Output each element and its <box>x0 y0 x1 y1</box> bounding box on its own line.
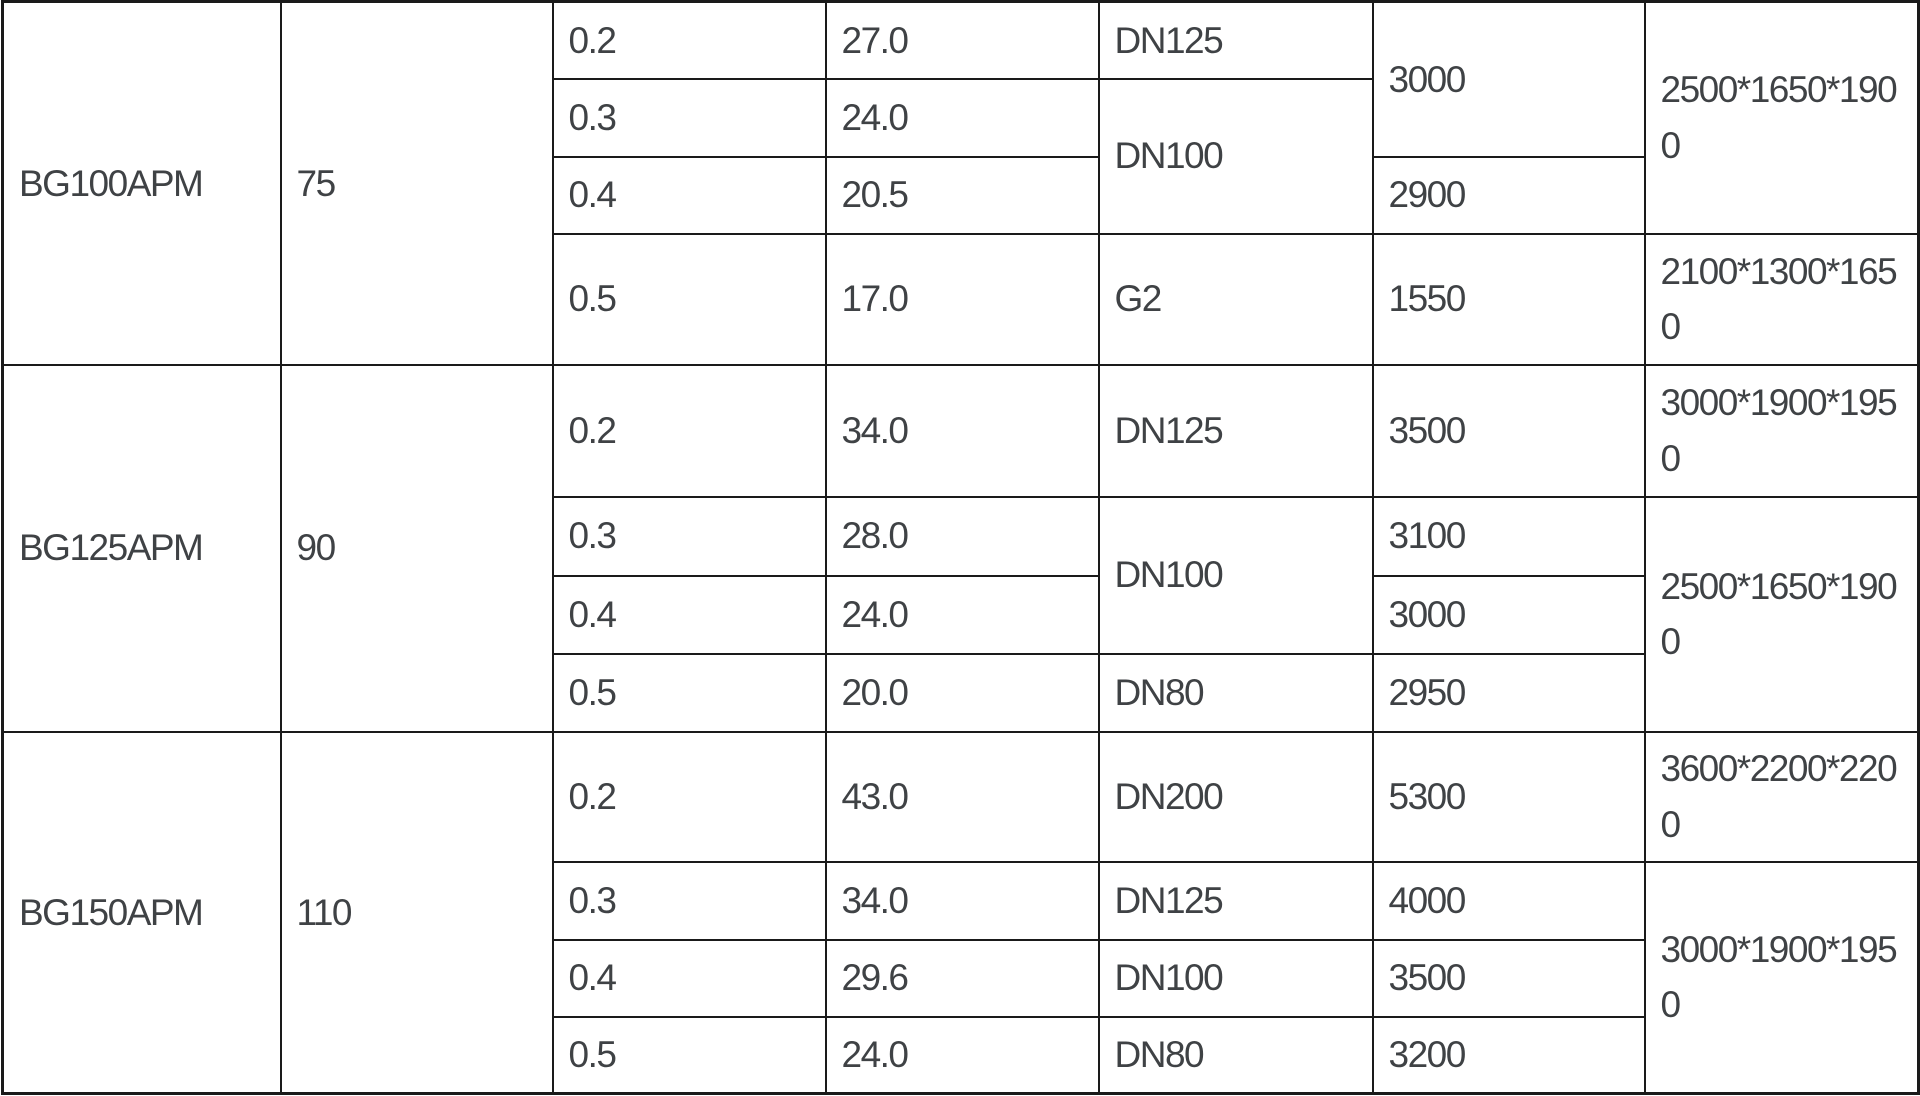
flow-cell: 24.0 <box>824 77 1100 158</box>
pressure-cell: 0.2 <box>551 730 827 863</box>
connection-cell: DN125 <box>1097 363 1374 498</box>
model-cell: BG150APM <box>1 730 282 1095</box>
flow-cell: 29.6 <box>824 938 1100 1018</box>
dimensions-cell: 2100*1300*1650 <box>1643 232 1920 366</box>
weight-cell: 2900 <box>1371 155 1646 235</box>
flow-cell: 43.0 <box>824 730 1100 863</box>
dimensions-cell: 2500*1650*1900 <box>1643 0 1920 235</box>
connection-cell: DN125 <box>1097 860 1374 941</box>
power-cell: 75 <box>279 0 554 366</box>
connection-cell: DN80 <box>1097 1015 1374 1095</box>
table-row: 0.5 24.0 DN80 3200 <box>3 1015 1919 1095</box>
dimensions-cell: 3000*1900*1950 <box>1643 860 1920 1095</box>
power-cell: 110 <box>279 730 554 1095</box>
table-row: BG125APM 90 0.2 34.0 DN125 3500 3000*190… <box>1 363 1920 733</box>
flow-cell: 34.0 <box>824 860 1100 941</box>
weight-cell: 2950 <box>1371 652 1646 733</box>
flow-cell: 20.5 <box>824 155 1100 235</box>
pressure-cell: 0.2 <box>551 363 827 498</box>
flow-cell: 17.0 <box>824 232 1100 366</box>
flow-cell: 20.0 <box>824 652 1100 733</box>
weight-cell: 3500 <box>1371 938 1646 1018</box>
pressure-cell: 0.2 <box>551 0 827 80</box>
flow-cell: 28.0 <box>824 495 1100 577</box>
pressure-cell: 0.4 <box>551 155 827 235</box>
connection-cell: DN100 <box>1097 938 1374 1018</box>
pressure-cell: 0.5 <box>551 1015 827 1095</box>
table-row: 0.3 28.0 DN100 3100 2500*1650*1900 <box>3 495 1920 733</box>
table-row: 0.5 20.0 DN80 2950 <box>3 652 1919 733</box>
pressure-cell: 0.3 <box>551 495 827 577</box>
table-row: 0.3 24.0 DN100 <box>3 77 1919 235</box>
weight-cell: 4000 <box>1371 860 1646 941</box>
dimensions-cell: 2500*1650*1900 <box>1643 495 1920 733</box>
table-row: BG100APM 75 0.2 27.0 DN125 3000 2500*165… <box>1 0 1920 366</box>
pressure-cell: 0.4 <box>551 574 827 655</box>
weight-cell: 1550 <box>1371 232 1646 366</box>
model-cell: BG100APM <box>1 0 282 366</box>
pressure-cell: 0.5 <box>551 652 827 733</box>
table-row: 0.3 34.0 DN125 4000 3000*1900*1950 <box>3 860 1920 1095</box>
table-row: 0.4 24.0 3000 <box>3 574 1919 655</box>
connection-cell: G2 <box>1097 232 1374 366</box>
dimensions-cell: 3000*1900*1950 <box>1643 363 1920 498</box>
flow-cell: 34.0 <box>824 363 1100 498</box>
connection-cell: DN80 <box>1097 652 1374 733</box>
table-row: 0.4 20.5 2900 <box>3 155 1919 235</box>
connection-cell: DN200 <box>1097 730 1374 863</box>
weight-cell: 3000 <box>1371 0 1646 158</box>
weight-cell: 3100 <box>1371 495 1646 577</box>
connection-cell: DN100 <box>1097 495 1374 655</box>
pressure-cell: 0.3 <box>551 860 827 941</box>
connection-cell: DN125 <box>1097 0 1374 80</box>
connection-cell: DN100 <box>1097 77 1374 235</box>
flow-cell: 27.0 <box>824 0 1100 80</box>
weight-cell: 3200 <box>1371 1015 1646 1095</box>
power-cell: 90 <box>279 363 554 733</box>
flow-cell: 24.0 <box>824 1015 1100 1095</box>
pressure-cell: 0.4 <box>551 938 827 1018</box>
dimensions-cell: 3600*2200*2200 <box>1643 730 1920 863</box>
weight-cell: 5300 <box>1371 730 1646 863</box>
table-row: BG150APM 110 0.2 43.0 DN200 5300 3600*22… <box>1 730 1920 1095</box>
weight-cell: 3000 <box>1371 574 1646 655</box>
pressure-cell: 0.3 <box>551 77 827 158</box>
table-row: 0.4 29.6 DN100 3500 <box>3 938 1919 1018</box>
table-row: 0.5 17.0 G2 1550 2100*1300*1650 <box>3 232 1920 366</box>
flow-cell: 24.0 <box>824 574 1100 655</box>
pressure-cell: 0.5 <box>551 232 827 366</box>
model-cell: BG125APM <box>1 363 282 733</box>
weight-cell: 3500 <box>1371 363 1646 498</box>
